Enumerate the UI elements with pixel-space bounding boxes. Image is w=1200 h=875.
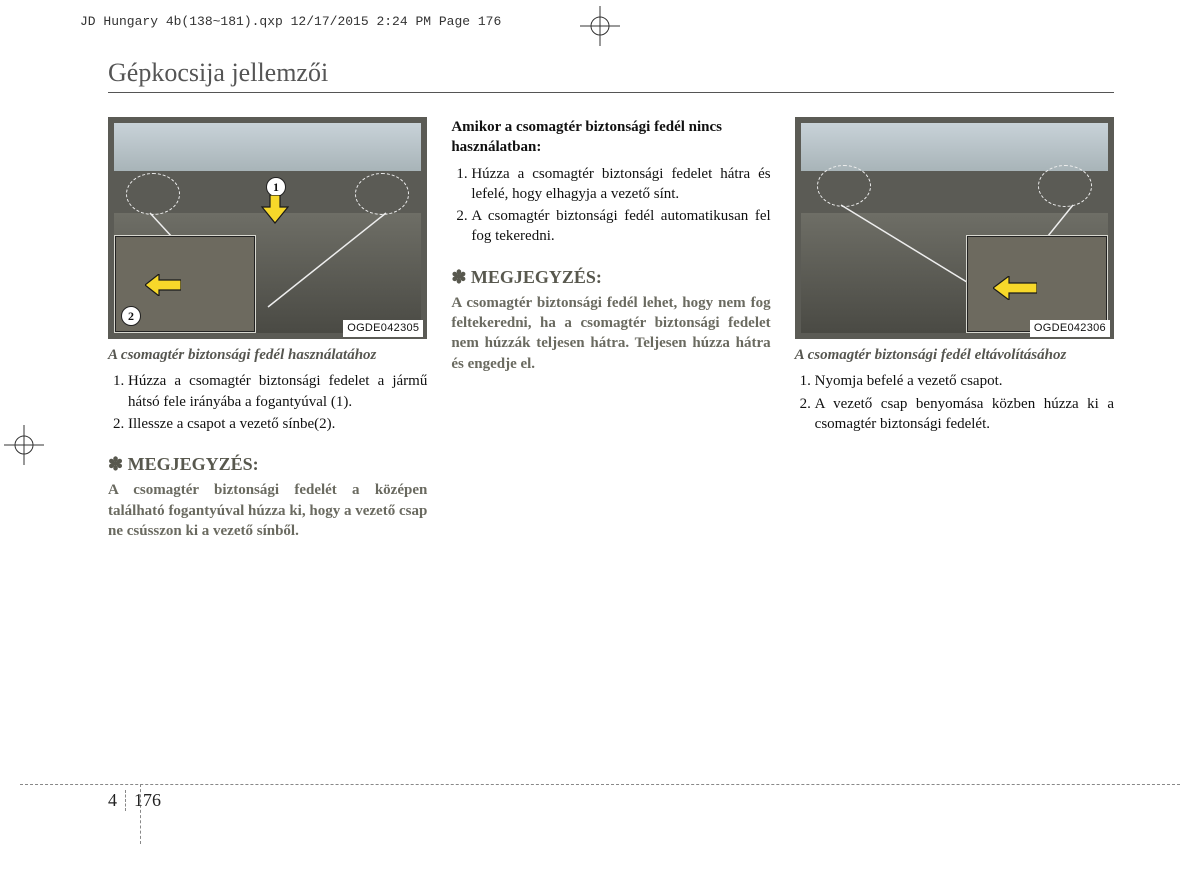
figure-right-caption: A csomagtér biztonsági fedél eltávolítás… — [795, 345, 1114, 365]
figure-right-inset — [966, 235, 1108, 333]
figure-left: 1 2 OGDE042305 — [108, 117, 427, 339]
page-footer: 4176 — [0, 784, 1200, 785]
print-proof-header: JD Hungary 4b(138~181).qxp 12/17/2015 2:… — [80, 14, 501, 29]
figure-left-inset: 2 — [114, 235, 256, 333]
column-2: Amikor a csomagtér biztonsági fedél ninc… — [451, 117, 770, 541]
col2-title: Amikor a csomagtér biztonsági fedél ninc… — [451, 117, 770, 158]
figure-right: OGDE042306 — [795, 117, 1114, 339]
crop-mark-top — [580, 6, 620, 46]
col3-steps: Nyomja befelé a vezető csapot. A vezető … — [795, 371, 1114, 434]
note-body: A csomagtér biztonsági fedél lehet, hogy… — [451, 293, 770, 374]
figure-left-label: OGDE042305 — [343, 320, 423, 337]
note-heading: ✽ MEGJEGYZÉS: — [451, 265, 770, 289]
figure-right-label: OGDE042306 — [1030, 320, 1110, 337]
list-item: Húzza a csomagtér biztonsági fedelet a j… — [128, 371, 427, 412]
list-item: A csomagtér biztonsági fedél automatikus… — [471, 206, 770, 247]
col2-steps: Húzza a csomagtér biztonsági fedelet hát… — [451, 164, 770, 247]
column-3: OGDE042306 A csomagtér biztonsági fedél … — [795, 117, 1114, 541]
section-title: Gépkocsija jellemzői — [108, 58, 1114, 93]
figure-callout-2: 2 — [121, 306, 141, 326]
crop-mark-left — [4, 425, 44, 470]
list-item: Húzza a csomagtér biztonsági fedelet hát… — [471, 164, 770, 205]
column-1: 1 2 OGDE042305 A csomagtér biztonsági — [108, 117, 427, 541]
figure-left-caption: A csomagtér biztonsági fedél használatáh… — [108, 345, 427, 365]
page-content: Gépkocsija jellemzői 1 2 — [108, 58, 1114, 541]
col1-steps: Húzza a csomagtér biztonsági fedelet a j… — [108, 371, 427, 434]
list-item: Nyomja befelé a vezető csapot. — [815, 371, 1114, 391]
note-heading: ✽ MEGJEGYZÉS: — [108, 452, 427, 476]
figure-arrow-left-icon — [993, 276, 1037, 306]
list-item: A vezető csap benyomása közben húzza ki … — [815, 394, 1114, 435]
column-layout: 1 2 OGDE042305 A csomagtér biztonsági — [108, 117, 1114, 541]
note-body: A csomagtér biztonsági fedelét a középen… — [108, 480, 427, 541]
figure-arrow-left-icon — [145, 274, 181, 302]
footer-chapter: 4 — [108, 790, 126, 811]
footer-page: 176 — [134, 790, 161, 810]
list-item: Illessze a csapot a vezető sínbe(2). — [128, 414, 427, 434]
